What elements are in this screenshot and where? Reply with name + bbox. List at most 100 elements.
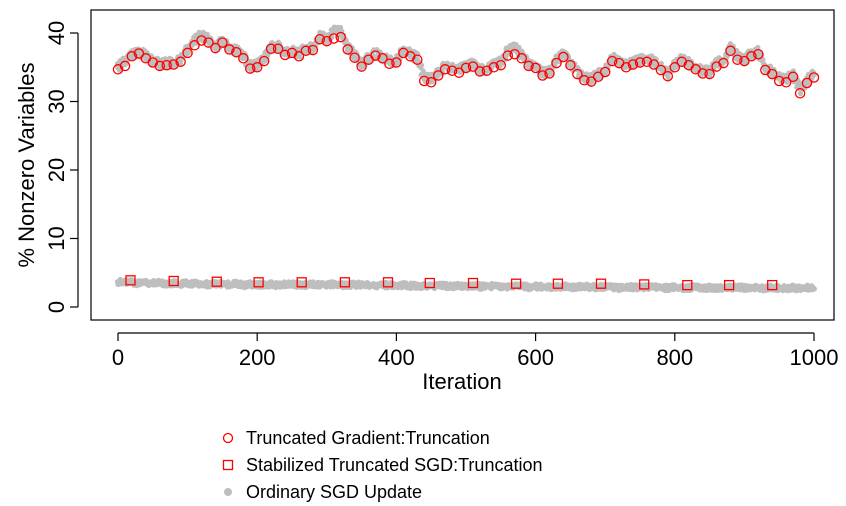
sgd-point-upper	[457, 69, 463, 75]
legend-label-stabilized-truncated-sgd: Stabilized Truncated SGD:Truncation	[246, 455, 542, 475]
truncated-gradient-point	[210, 42, 221, 54]
truncated-gradient-point	[579, 75, 590, 86]
truncated-gradient-point	[669, 62, 681, 73]
truncated-gradient-point	[258, 55, 270, 67]
stabilized-truncated-sgd-point	[339, 277, 351, 288]
truncated-gradient-point	[467, 61, 479, 72]
truncated-gradient-point	[307, 44, 319, 56]
x-tick-label: 800	[656, 345, 693, 370]
truncated-gradient-point	[732, 54, 743, 65]
truncated-gradient-point	[704, 68, 715, 80]
truncated-gradient-point	[516, 53, 527, 64]
truncated-gradient-point	[133, 48, 145, 59]
truncated-gradient-point	[370, 50, 381, 61]
x-tick-label: 600	[517, 345, 554, 370]
truncated-gradient-point	[746, 51, 757, 62]
stabilized-truncated-sgd-point	[296, 277, 307, 288]
stabilized-truncated-sgd-point	[639, 279, 650, 290]
truncated-gradient-point	[474, 66, 486, 77]
truncated-gradient-point	[606, 55, 618, 67]
truncated-gradient-point	[418, 75, 430, 87]
truncated-gradient-point	[697, 68, 708, 79]
x-tick-label: 200	[239, 345, 276, 370]
truncated-gradient-point	[300, 45, 312, 57]
legend-marker-filled-dot	[224, 488, 232, 496]
truncated-gradient-point	[488, 62, 500, 73]
truncated-gradient-point	[530, 62, 541, 74]
truncated-gradient-point	[217, 37, 228, 48]
sgd-point-upper	[297, 54, 303, 60]
truncated-gradient-point	[182, 47, 193, 59]
truncated-gradient-point	[119, 60, 131, 72]
truncated-gradient-point	[238, 53, 249, 64]
y-tick-label: 10	[44, 226, 69, 250]
stabilized-truncated-sgd-point	[253, 277, 264, 288]
truncated-gradient-point	[398, 47, 409, 59]
sgd-point-upper	[722, 59, 728, 65]
legend-marker-open-square	[222, 459, 234, 471]
truncated-gradient-point	[808, 72, 820, 83]
stabilized-truncated-sgd-point	[168, 275, 179, 287]
truncated-gradient-point	[175, 56, 186, 68]
x-axis-label: Iteration	[422, 369, 502, 394]
truncated-gradient-point	[377, 53, 388, 64]
truncated-gradient-point	[161, 59, 172, 71]
truncated-gradient-point	[453, 67, 465, 78]
truncated-gradient-point	[599, 66, 611, 78]
truncated-gradient-point	[391, 57, 402, 68]
legend-marker-open-circle	[222, 432, 234, 444]
truncated-gradient-point	[314, 33, 326, 45]
truncated-gradient-point	[321, 35, 333, 47]
truncated-gradient-point	[592, 71, 604, 83]
truncated-gradient-point	[718, 57, 729, 69]
stabilized-truncated-sgd-point	[595, 278, 607, 289]
truncated-gradient-point	[801, 77, 813, 89]
truncated-gradient-point	[342, 44, 353, 55]
truncated-gradient-point	[446, 65, 458, 76]
truncated-gradient-point	[794, 88, 806, 99]
legend-label-truncated-gradient: Truncated Gradient:Truncation	[246, 428, 490, 448]
truncated-gradient-point	[272, 43, 284, 55]
truncated-gradient-point	[586, 76, 597, 87]
truncated-gradient-point	[739, 55, 750, 67]
truncated-gradient-point	[265, 43, 277, 55]
legend-item-ordinary-sgd: Ordinary SGD Update	[224, 482, 422, 502]
truncated-gradient-point	[787, 71, 799, 83]
stabilized-truncated-sgd-point	[723, 279, 735, 291]
truncated-gradient-point	[641, 56, 653, 68]
y-axis-label: % Nonzero Variables	[14, 62, 39, 267]
truncated-gradient-point	[279, 49, 291, 61]
truncated-gradient-point	[523, 60, 534, 72]
truncated-gradient-point	[627, 59, 639, 70]
x-tick-label: 400	[378, 345, 415, 370]
stabilized-truncated-sgd-points	[125, 275, 778, 291]
legend-item-stabilized-truncated-sgd: Stabilized Truncated SGD:Truncation	[222, 455, 542, 475]
truncated-gradient-point	[231, 46, 242, 58]
y-tick-label: 0	[44, 301, 69, 313]
truncated-gradient-point	[558, 51, 569, 63]
truncated-gradient-point	[384, 58, 395, 70]
truncated-gradient-point	[189, 40, 200, 51]
truncated-gradient-point	[251, 62, 263, 73]
truncated-gradient-point	[753, 48, 764, 60]
legend-label-ordinary-sgd: Ordinary SGD Update	[246, 482, 422, 502]
stabilized-truncated-sgd-point	[125, 275, 136, 286]
truncated-gradient-point	[460, 62, 472, 74]
truncated-gradient-point	[196, 35, 207, 46]
truncated-gradient-point	[634, 57, 646, 68]
y-tick-label: 30	[44, 89, 69, 113]
legend: Truncated Gradient:Truncation Stabilized…	[222, 428, 542, 502]
truncated-gradient-point	[224, 44, 235, 55]
truncated-gradient-point	[773, 75, 785, 87]
stabilized-truncated-sgd-point	[682, 279, 693, 291]
plot-frame	[90, 9, 835, 321]
truncated-gradient-point	[439, 64, 451, 75]
truncated-gradient-point	[481, 65, 493, 76]
truncated-gradient-point	[335, 31, 346, 43]
truncated-gradient-point	[126, 51, 138, 62]
truncated-gradient-point	[356, 61, 367, 72]
stabilized-truncated-sgd-point	[767, 279, 778, 291]
truncated-gradient-point	[495, 59, 507, 71]
